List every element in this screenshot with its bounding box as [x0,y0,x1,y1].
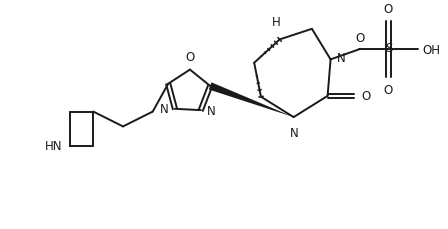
Text: O: O [185,51,194,64]
Text: N: N [207,104,215,117]
Text: O: O [356,32,365,45]
Polygon shape [209,83,293,117]
Text: N: N [336,52,345,65]
Text: O: O [383,3,393,16]
Text: N: N [160,103,169,116]
Text: O: O [362,90,371,103]
Text: HN: HN [44,139,62,152]
Text: H: H [272,16,280,29]
Text: OH: OH [422,44,440,56]
Text: N: N [290,126,299,139]
Text: O: O [383,84,393,97]
Text: S: S [385,42,393,55]
